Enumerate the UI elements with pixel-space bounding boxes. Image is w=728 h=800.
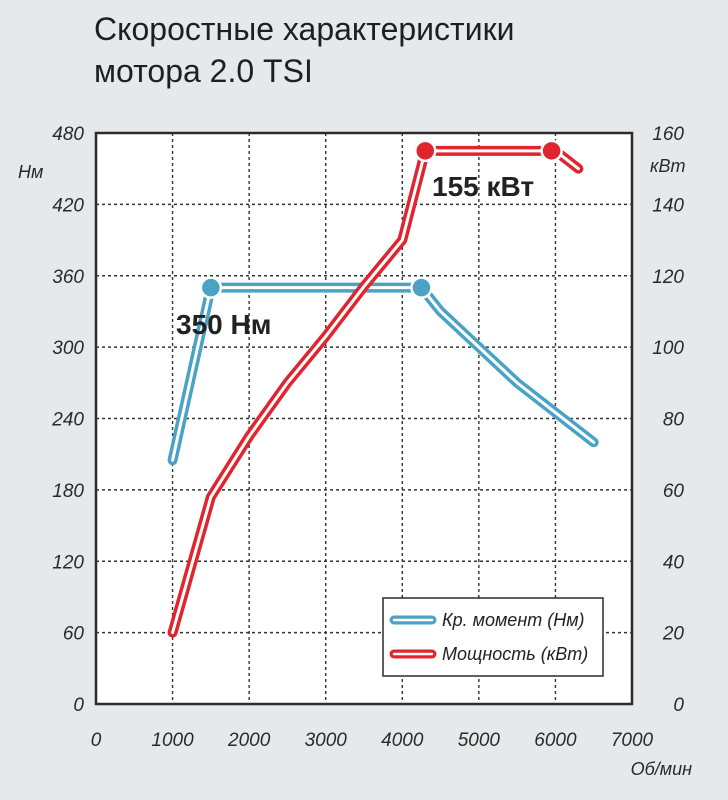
y-right-tick-label: 40 [663,552,685,573]
x-tick-label: 4000 [381,730,424,751]
y-left-tick-label: 360 [52,267,84,288]
y-right-unit-label: кВт [650,156,686,176]
chart-title: Скоростные характеристики мотора 2.0 TSI [94,8,514,92]
x-tick-label: 0 [91,730,102,751]
y-left-tick-label: 480 [52,124,84,145]
y-left-tick-label: 420 [52,195,84,216]
y-left-tick-label: 180 [52,481,84,502]
y-right-tick-label: 20 [662,624,685,645]
series-marker-2 [540,139,563,163]
legend-label-2: Мощность (кВт) [442,644,588,664]
y-left-tick-label: 0 [73,695,84,716]
x-tick-label: 3000 [305,730,348,751]
y-left-tick-label: 60 [63,624,85,645]
annotation-torque-peak: 350 Нм [176,309,271,340]
y-right-tick-label: 140 [652,195,684,216]
legend: Кр. момент (Нм) Мощность (кВт) [382,597,604,677]
y-axis-right: 0 20 40 60 80 100 120 140 160 кВт [650,124,686,716]
x-tick-label: 5000 [458,730,501,751]
y-right-tick-label: 100 [652,338,684,359]
x-tick-label: 6000 [534,730,577,751]
y-right-tick-label: 120 [652,267,684,288]
series-marker-2 [414,139,437,163]
y-right-tick-label: 160 [652,124,684,145]
legend-box [382,597,604,677]
annotations: 350 Нм 155 кВт [176,171,534,340]
y-axis-left: 0 60 120 180 240 300 360 420 480 Нм [18,124,84,716]
series-marker-1 [199,276,223,299]
series-line-inner-2 [171,149,580,635]
chart-title-line-1: Скоростные характеристики [94,11,515,47]
y-left-unit-label: Нм [18,162,43,182]
series-line-inner-1 [171,286,596,462]
annotation-power-peak: 155 кВт [432,171,534,202]
x-tick-label: 1000 [151,730,194,751]
y-right-tick-label: 0 [673,695,684,716]
chart-title-line-2: мотора 2.0 TSI [94,53,313,89]
y-right-tick-label: 80 [663,410,685,431]
x-tick-label: 7000 [611,730,654,751]
y-left-tick-label: 120 [52,552,84,573]
x-axis: 0 1000 2000 3000 4000 5000 6000 7000 Об/мин [91,730,692,779]
series-marker-1 [410,276,433,299]
y-left-tick-label: 300 [52,338,84,359]
series-group [167,139,599,638]
y-left-tick-label: 240 [51,410,84,431]
legend-label-1: Кр. момент (Нм) [442,610,585,630]
x-tick-label: 2000 [227,730,271,751]
x-unit-label: Об/мин [631,759,692,779]
y-right-tick-label: 60 [663,481,685,502]
